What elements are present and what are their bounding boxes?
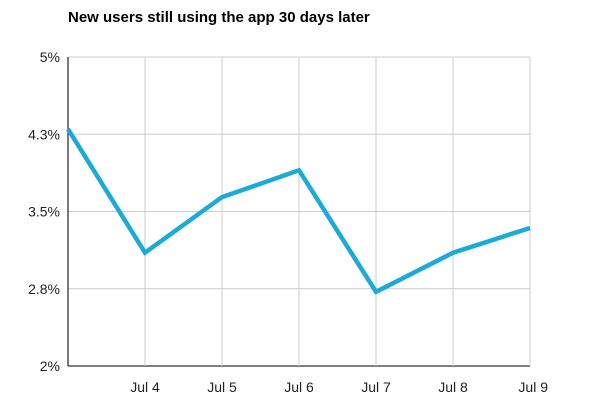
x-tick-label: Jul 9 [518,379,548,395]
y-tick-label: 2.8% [28,281,60,297]
x-tick-label: Jul 6 [284,379,314,395]
y-tick-label: 3.5% [28,204,60,220]
chart-title: New users still using the app 30 days la… [68,9,370,26]
x-tick-label: Jul 7 [361,379,391,395]
x-tick-label: Jul 5 [207,379,237,395]
y-tick-label: 2% [40,358,60,374]
y-tick-label: 5% [40,49,60,65]
y-tick-label: 4.3% [28,126,60,142]
x-tick-label: Jul 8 [438,379,468,395]
x-tick-label: Jul 4 [130,379,160,395]
